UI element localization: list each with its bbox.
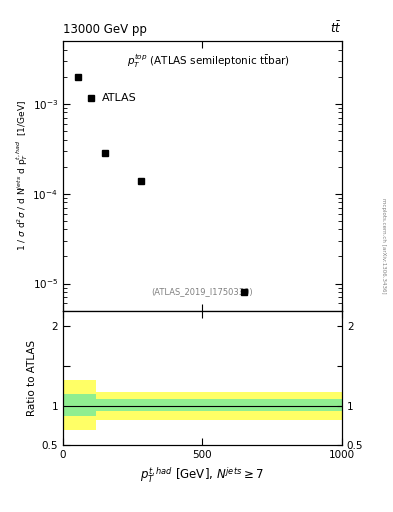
Text: ATLAS: ATLAS — [102, 93, 137, 102]
Text: $p_T^{top}$ (ATLAS semileptonic t$\bar{\mathrm{t}}$bar): $p_T^{top}$ (ATLAS semileptonic t$\bar{\… — [127, 52, 289, 70]
Text: (ATLAS_2019_I1750330): (ATLAS_2019_I1750330) — [152, 287, 253, 296]
X-axis label: $p_T^{t,had}$ [GeV], $N^{jets} \geq 7$: $p_T^{t,had}$ [GeV], $N^{jets} \geq 7$ — [140, 466, 264, 485]
Text: mcplots.cern.ch [arXiv:1306.3436]: mcplots.cern.ch [arXiv:1306.3436] — [381, 198, 386, 293]
Text: $t\bar{t}$: $t\bar{t}$ — [331, 21, 342, 36]
Y-axis label: Ratio to ATLAS: Ratio to ATLAS — [28, 340, 37, 416]
Y-axis label: 1 / $\sigma$ d$^2\sigma$ / d N$^{jets}$ d p$_T^{t,had}$  [1/GeV]: 1 / $\sigma$ d$^2\sigma$ / d N$^{jets}$ … — [14, 100, 29, 251]
Text: 13000 GeV pp: 13000 GeV pp — [63, 23, 147, 36]
